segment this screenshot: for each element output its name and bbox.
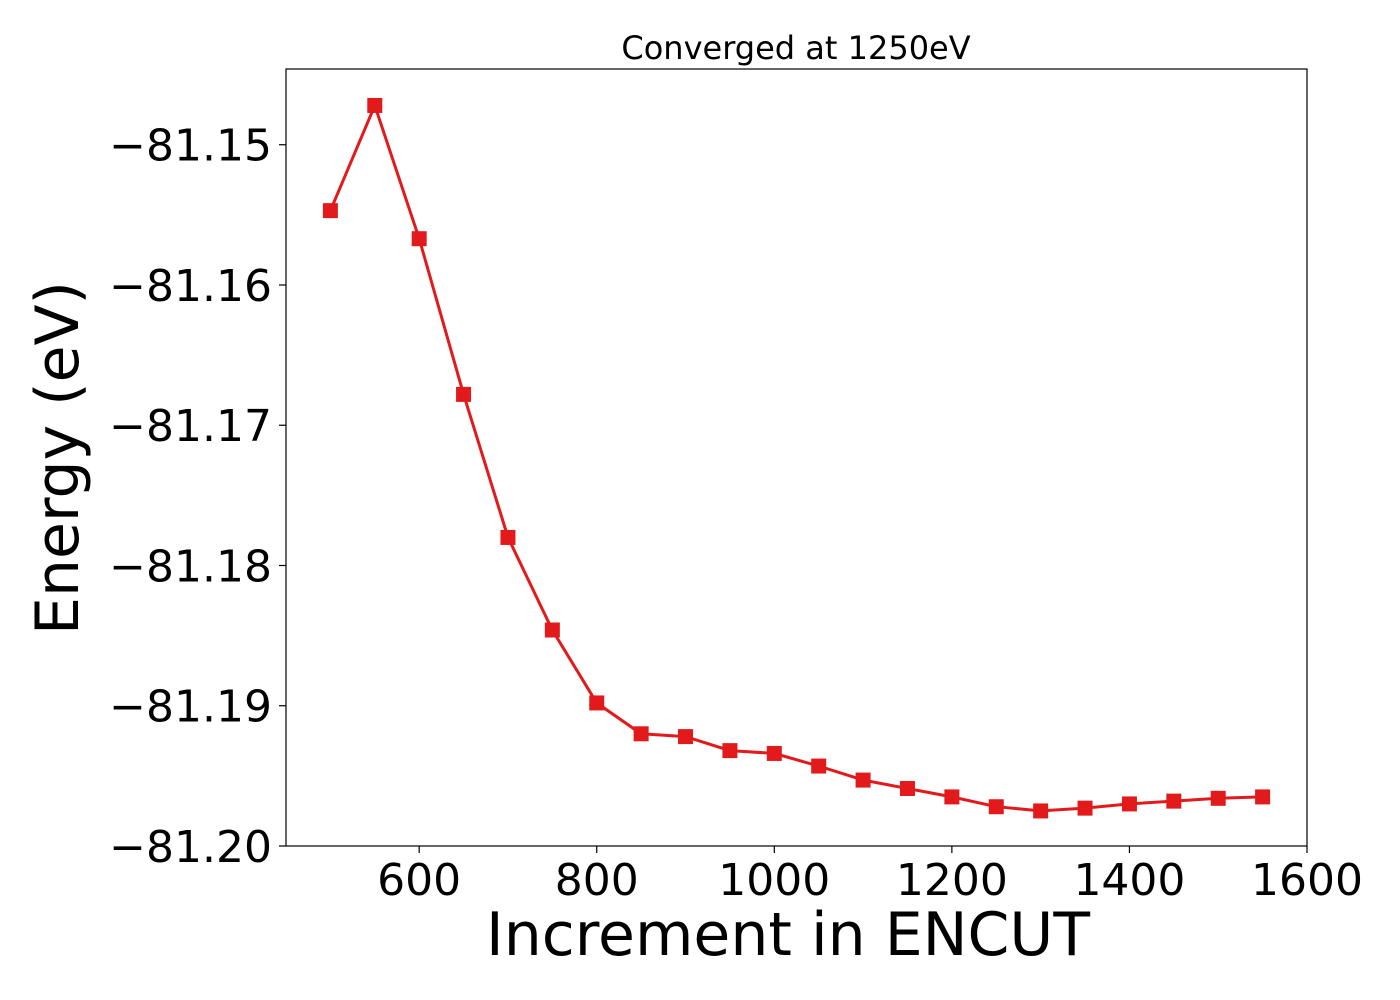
y-tick-label: −81.20 [109,822,272,873]
data-point-marker [456,386,472,402]
x-tick-label: 800 [555,855,639,906]
chart-title: Converged at 1250eV [621,29,970,67]
data-point-marker [544,622,560,638]
data-point-marker [678,729,694,745]
data-point-marker [1121,796,1137,812]
data-point-marker [367,97,383,113]
data-point-marker [1210,790,1226,806]
plot-frame [285,68,1308,847]
data-point-marker [855,772,871,788]
data-point-marker [633,726,649,742]
data-point-marker [944,789,960,805]
data-point-marker [1166,793,1182,809]
data-point-marker [899,780,915,796]
x-axis-label: Increment in ENCUT [486,900,1090,970]
y-tick-label: −81.17 [109,401,272,452]
data-point-marker [1033,803,1049,819]
y-tick-label: −81.15 [109,121,272,172]
x-tick-label: 1200 [896,855,1008,906]
data-point-marker [988,799,1004,815]
data-point-marker [500,529,516,545]
y-axis-label: Energy (eV) [23,281,93,635]
data-point-marker [722,743,738,759]
x-tick-label: 1000 [718,855,830,906]
y-tick-label: −81.16 [109,261,272,312]
x-tick-label: 1400 [1073,855,1185,906]
data-point-marker [811,758,827,774]
data-point-marker [589,695,605,711]
y-tick-label: −81.18 [109,541,272,592]
data-point-marker [1077,800,1093,816]
data-point-marker [411,231,427,247]
y-tick-label: −81.19 [109,682,272,733]
data-point-marker [322,203,338,219]
series-group [322,97,1271,819]
series-line [329,101,1263,813]
x-tick-label: 1600 [1251,855,1363,906]
x-axis: 600 800 1000 1200 1400 1600 [377,846,1363,906]
x-tick-label: 600 [377,855,461,906]
data-point-marker [1255,789,1271,805]
data-point-marker [766,745,782,761]
y-axis: −81.15 −81.16 −81.17 −81.18 −81.19 −81.20 [109,121,286,873]
